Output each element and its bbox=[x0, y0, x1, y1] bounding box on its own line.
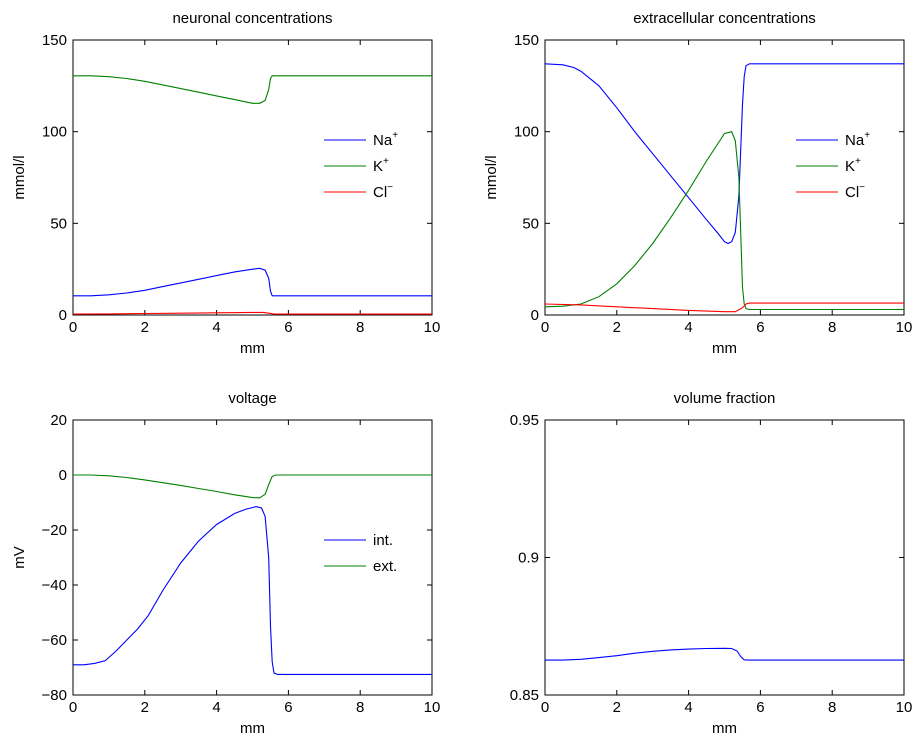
x-tick-label: 10 bbox=[896, 319, 913, 336]
y-tick-label: 0 bbox=[59, 467, 67, 484]
chart-volume: volume fraction 0 2 4 6 8 10 0.85 0.9 0.95 mm bbox=[510, 390, 913, 737]
chart-voltage: voltage 0 2 4 6 8 10 −80 −60 −40 −20 0 20 mm mV int. ext… bbox=[11, 390, 440, 737]
x-axis-label: mm bbox=[240, 720, 265, 737]
legend: int. ext. bbox=[324, 532, 397, 575]
legend-label: Cl− bbox=[845, 182, 865, 201]
x-tick-label: 4 bbox=[684, 319, 692, 336]
series-line-na bbox=[73, 267, 432, 297]
x-tick-label: 10 bbox=[424, 699, 441, 716]
y-tick-label: 50 bbox=[50, 215, 67, 232]
axes-frame bbox=[72, 39, 433, 316]
x-axis-label: mm bbox=[240, 340, 265, 357]
y-tick-label: 150 bbox=[514, 32, 539, 49]
x-tick-label: 2 bbox=[613, 319, 621, 336]
y-tick-label: 50 bbox=[522, 215, 539, 232]
chart-title: voltage bbox=[228, 390, 276, 407]
legend-label: ext. bbox=[373, 558, 397, 575]
series-line-na bbox=[545, 63, 904, 245]
y-axis-label: mmol/l bbox=[11, 155, 28, 199]
y-tick-label: 150 bbox=[42, 32, 67, 49]
series-line-k bbox=[73, 75, 432, 104]
y-tick-label: 0.9 bbox=[518, 550, 539, 567]
y-tick-label: −60 bbox=[42, 632, 67, 649]
x-tick-label: 6 bbox=[284, 319, 292, 336]
y-tick-label: −40 bbox=[42, 577, 67, 594]
legend: Na+ K+ Cl− bbox=[324, 130, 398, 201]
series-line-cl bbox=[73, 311, 432, 315]
axes-frame bbox=[544, 39, 905, 316]
legend-label: K+ bbox=[373, 156, 389, 175]
x-tick-label: 0 bbox=[69, 699, 77, 716]
chart-title: neuronal concentrations bbox=[172, 10, 332, 27]
x-tick-label: 6 bbox=[756, 319, 764, 336]
x-tick-label: 8 bbox=[828, 319, 836, 336]
series-line-volume bbox=[545, 647, 904, 661]
x-axis-label: mm bbox=[712, 340, 737, 357]
legend-label: Na+ bbox=[373, 130, 398, 149]
x-tick-label: 4 bbox=[212, 699, 220, 716]
x-tick-label: 6 bbox=[756, 699, 764, 716]
legend-label: Na+ bbox=[845, 130, 870, 149]
y-tick-label: 100 bbox=[42, 124, 67, 141]
x-tick-label: 8 bbox=[356, 319, 364, 336]
x-tick-label: 0 bbox=[541, 319, 549, 336]
series-line-ext bbox=[73, 474, 432, 499]
y-tick-label: 0.95 bbox=[510, 412, 539, 429]
x-tick-label: 0 bbox=[69, 319, 77, 336]
x-tick-label: 6 bbox=[284, 699, 292, 716]
x-tick-label: 4 bbox=[212, 319, 220, 336]
y-axis-label: mV bbox=[11, 546, 28, 569]
y-tick-label: 0.85 bbox=[510, 687, 539, 704]
chart-title: extracellular concentrations bbox=[633, 10, 816, 27]
y-tick-label: 0 bbox=[531, 307, 539, 324]
x-tick-label: 2 bbox=[141, 699, 149, 716]
y-tick-label: 0 bbox=[59, 307, 67, 324]
axes-frame bbox=[72, 419, 433, 696]
x-tick-label: 8 bbox=[356, 699, 364, 716]
axes-frame bbox=[544, 419, 905, 696]
chart-title: volume fraction bbox=[674, 390, 776, 407]
legend-label: Cl− bbox=[373, 182, 393, 201]
legend-label: int. bbox=[373, 532, 393, 549]
y-tick-label: −20 bbox=[42, 522, 67, 539]
y-tick-label: 100 bbox=[514, 124, 539, 141]
x-tick-label: 2 bbox=[141, 319, 149, 336]
legend-label: K+ bbox=[845, 156, 861, 175]
x-tick-label: 10 bbox=[896, 699, 913, 716]
legend: Na+ K+ Cl− bbox=[796, 130, 870, 201]
x-tick-label: 10 bbox=[424, 319, 441, 336]
series-line-int bbox=[73, 506, 432, 675]
series-line-k bbox=[545, 131, 904, 311]
x-tick-label: 0 bbox=[541, 699, 549, 716]
x-tick-label: 2 bbox=[613, 699, 621, 716]
y-axis-label: mmol/l bbox=[483, 155, 500, 199]
x-axis-label: mm bbox=[712, 720, 737, 737]
x-tick-label: 4 bbox=[684, 699, 692, 716]
series-line-cl bbox=[545, 302, 904, 313]
x-tick-label: 8 bbox=[828, 699, 836, 716]
y-tick-label: 20 bbox=[50, 412, 67, 429]
y-tick-label: −80 bbox=[42, 687, 67, 704]
